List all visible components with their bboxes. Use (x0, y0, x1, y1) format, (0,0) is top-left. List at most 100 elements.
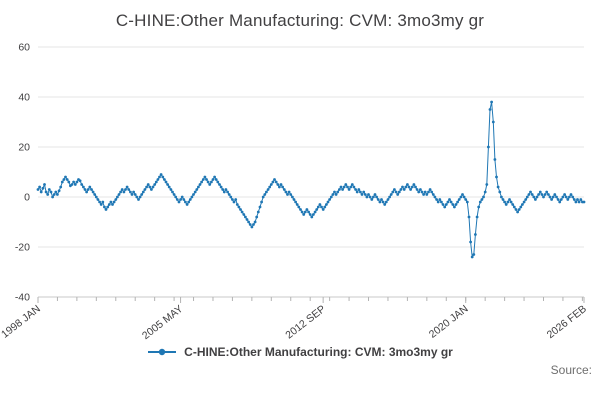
data-point (406, 183, 409, 186)
data-point (524, 198, 528, 201)
x-axis-tick-label: 2012 SEP (283, 303, 328, 342)
data-point (477, 205, 481, 209)
data-point (195, 188, 199, 191)
data-point (449, 200, 453, 204)
data-point (56, 193, 59, 196)
data-point (167, 185, 171, 189)
data-point (478, 200, 482, 204)
data-point (394, 190, 398, 194)
data-point (446, 200, 450, 204)
time-series-plot: -40 -20 0 20 40 60 1998 JAN 2005 MAY 2012 SEP 202… (0, 42, 589, 343)
data-point (365, 195, 369, 199)
data-point (47, 188, 51, 191)
data-point (357, 188, 361, 191)
data-point (402, 188, 406, 191)
data-point (571, 195, 575, 199)
data-point (534, 198, 537, 201)
data-point (62, 178, 66, 181)
data-point (509, 200, 513, 204)
data-point (174, 195, 178, 199)
data-point (83, 188, 87, 191)
data-point (256, 210, 260, 214)
data-point (582, 200, 586, 204)
data-point (133, 193, 137, 196)
data-point (472, 253, 476, 256)
data-point (43, 183, 46, 186)
data-point (103, 205, 106, 209)
data-point (130, 193, 134, 196)
data-point (310, 215, 314, 219)
data-point (407, 185, 411, 189)
data-point (158, 175, 161, 179)
data-point (295, 203, 299, 206)
data-point (401, 185, 404, 189)
data-point (506, 200, 510, 204)
legend-line-marker-icon (148, 348, 177, 356)
data-point (498, 190, 502, 194)
data-point (487, 145, 490, 149)
data-point (336, 190, 340, 194)
data-point (244, 215, 247, 219)
chart-page: C-HINE:Other Manufacturing: CVM: 3mo3my … (0, 11, 600, 377)
data-point (326, 200, 330, 204)
data-point (82, 185, 85, 189)
data-point (329, 195, 333, 199)
data-point (368, 195, 372, 199)
data-point (274, 180, 278, 184)
data-point (459, 195, 463, 199)
data-point (151, 185, 155, 189)
data-point (146, 183, 150, 186)
data-point (188, 198, 192, 201)
data-point (231, 198, 234, 201)
data-point (86, 188, 90, 191)
data-point (465, 200, 469, 204)
data-point (414, 185, 417, 189)
y-axis-tick-label: -20 (15, 242, 30, 254)
data-point (386, 198, 390, 201)
data-point (292, 198, 296, 201)
legend-item-label[interactable]: C-HINE:Other Manufacturing: CVM: 3mo3my … (184, 345, 453, 359)
data-point (490, 100, 493, 104)
data-point (423, 190, 427, 194)
data-point (482, 195, 485, 199)
data-point (372, 195, 375, 199)
data-point (184, 200, 187, 204)
data-point (569, 193, 573, 196)
data-point (543, 193, 547, 196)
data-point (389, 193, 393, 196)
data-point (556, 198, 560, 201)
data-point (39, 190, 43, 194)
data-point (362, 190, 366, 194)
data-point (120, 188, 124, 191)
data-point (333, 190, 336, 194)
data-point (537, 193, 540, 196)
data-point (60, 180, 64, 184)
data-point (132, 190, 136, 194)
data-point (568, 195, 571, 199)
data-point (574, 200, 578, 204)
data-point (428, 188, 432, 191)
data-point (161, 175, 165, 179)
data-point (553, 193, 557, 196)
data-point (545, 190, 549, 194)
legend: C-HINE:Other Manufacturing: CVM: 3mo3my … (0, 345, 600, 359)
data-point (247, 220, 251, 224)
data-point (206, 180, 210, 184)
data-point (248, 223, 252, 226)
data-point (268, 185, 272, 189)
data-point (313, 210, 317, 214)
data-point (175, 198, 179, 201)
data-point (96, 198, 100, 201)
data-point (75, 180, 79, 184)
data-point (284, 190, 288, 194)
data-point (93, 193, 97, 196)
data-point (98, 200, 101, 204)
data-point (281, 185, 284, 189)
data-point (320, 205, 323, 209)
data-point (579, 198, 583, 201)
data-point (422, 193, 425, 196)
data-point (417, 190, 421, 194)
data-point (548, 195, 552, 199)
data-point (381, 200, 385, 204)
data-point (420, 190, 424, 194)
